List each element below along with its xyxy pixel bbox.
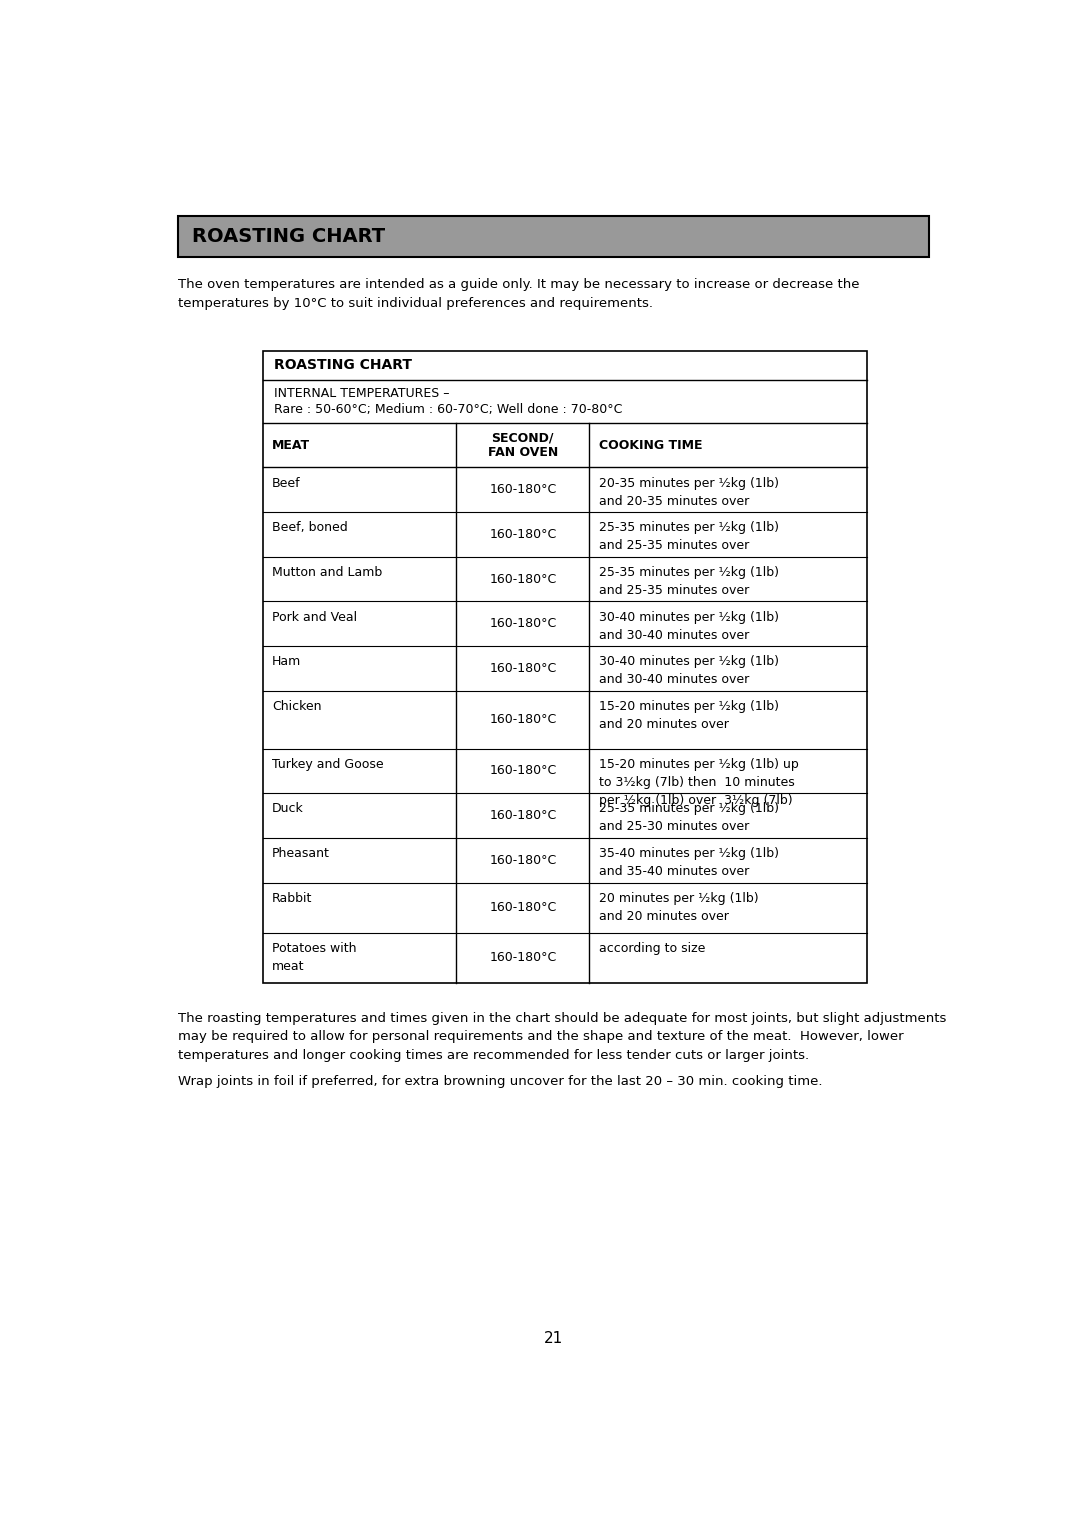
Text: 25-35 minutes per ½kg (1lb)
and 25-35 minutes over: 25-35 minutes per ½kg (1lb) and 25-35 mi…	[598, 565, 779, 597]
Text: 30-40 minutes per ½kg (1lb)
and 30-40 minutes over: 30-40 minutes per ½kg (1lb) and 30-40 mi…	[598, 656, 779, 686]
Text: 15-20 minutes per ½kg (1lb) up
to 3½kg (7lb) then  10 minutes
per ½kg (1lb) over: 15-20 minutes per ½kg (1lb) up to 3½kg (…	[598, 758, 798, 807]
FancyBboxPatch shape	[177, 217, 930, 257]
Text: The oven temperatures are intended as a guide only. It may be necessary to incre: The oven temperatures are intended as a …	[177, 278, 859, 310]
Text: Mutton and Lamb: Mutton and Lamb	[272, 565, 382, 579]
Text: The roasting temperatures and times given in the chart should be adequate for mo: The roasting temperatures and times give…	[177, 1012, 946, 1062]
Text: COOKING TIME: COOKING TIME	[598, 439, 702, 452]
Text: 160-180°C: 160-180°C	[489, 573, 556, 585]
Text: according to size: according to size	[598, 941, 705, 955]
Text: 25-35 minutes per ½kg (1lb)
and 25-35 minutes over: 25-35 minutes per ½kg (1lb) and 25-35 mi…	[598, 521, 779, 553]
Text: ROASTING CHART: ROASTING CHART	[274, 359, 413, 373]
Text: 20-35 minutes per ½kg (1lb)
and 20-35 minutes over: 20-35 minutes per ½kg (1lb) and 20-35 mi…	[598, 477, 779, 507]
Text: 160-180°C: 160-180°C	[489, 483, 556, 497]
Text: 160-180°C: 160-180°C	[489, 950, 556, 964]
Bar	[262, 351, 867, 983]
Text: Rare : 50-60°C; Medium : 60-70°C; Well done : 70-80°C: Rare : 50-60°C; Medium : 60-70°C; Well d…	[274, 403, 623, 416]
Text: Turkey and Goose: Turkey and Goose	[272, 758, 383, 770]
Text: 160-180°C: 160-180°C	[489, 902, 556, 914]
Text: 160-180°C: 160-180°C	[489, 854, 556, 866]
Text: 160-180°C: 160-180°C	[489, 764, 556, 778]
Text: Potatoes with
meat: Potatoes with meat	[272, 941, 356, 973]
Text: 20 minutes per ½kg (1lb)
and 20 minutes over: 20 minutes per ½kg (1lb) and 20 minutes …	[598, 892, 758, 923]
Text: SECOND/
FAN OVEN: SECOND/ FAN OVEN	[488, 431, 558, 458]
Text: 21: 21	[544, 1331, 563, 1346]
Text: 25-35 minutes per ½kg (1lb)
and 25-30 minutes over: 25-35 minutes per ½kg (1lb) and 25-30 mi…	[598, 802, 779, 833]
Text: 160-180°C: 160-180°C	[489, 714, 556, 726]
Text: Ham: Ham	[272, 656, 301, 668]
Text: ROASTING CHART: ROASTING CHART	[191, 228, 384, 246]
Text: 30-40 minutes per ½kg (1lb)
and 30-40 minutes over: 30-40 minutes per ½kg (1lb) and 30-40 mi…	[598, 611, 779, 642]
Text: 160-180°C: 160-180°C	[489, 808, 556, 822]
Text: Pork and Veal: Pork and Veal	[272, 611, 357, 623]
Text: 35-40 minutes per ½kg (1lb)
and 35-40 minutes over: 35-40 minutes per ½kg (1lb) and 35-40 mi…	[598, 847, 779, 879]
Text: 160-180°C: 160-180°C	[489, 529, 556, 541]
Text: Pheasant: Pheasant	[272, 847, 330, 860]
Text: Beef: Beef	[272, 477, 301, 490]
Text: 160-180°C: 160-180°C	[489, 617, 556, 630]
Text: MEAT: MEAT	[272, 439, 310, 452]
Text: 160-180°C: 160-180°C	[489, 662, 556, 675]
Text: Duck: Duck	[272, 802, 303, 816]
Text: INTERNAL TEMPERATURES –: INTERNAL TEMPERATURES –	[274, 388, 450, 400]
Text: Rabbit: Rabbit	[272, 892, 312, 905]
Text: 15-20 minutes per ½kg (1lb)
and 20 minutes over: 15-20 minutes per ½kg (1lb) and 20 minut…	[598, 700, 779, 730]
Text: Wrap joints in foil if preferred, for extra browning uncover for the last 20 – 3: Wrap joints in foil if preferred, for ex…	[177, 1076, 822, 1088]
Text: Chicken: Chicken	[272, 700, 322, 714]
Text: Beef, boned: Beef, boned	[272, 521, 348, 535]
